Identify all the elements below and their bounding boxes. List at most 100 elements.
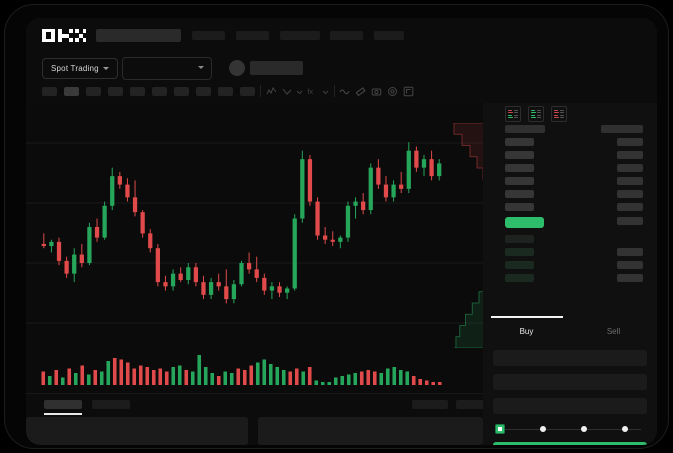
mode-selector[interactable]: Spot Trading <box>42 58 118 79</box>
chart-toolbar: fx <box>26 83 657 103</box>
trading-subheader: Spot Trading <box>26 51 657 113</box>
orderbook-header-right <box>601 125 643 133</box>
timeframe-1[interactable] <box>64 87 79 96</box>
last-price-skeleton <box>250 61 303 75</box>
footer-tab-0[interactable] <box>44 400 82 409</box>
wave-icon[interactable] <box>339 86 350 97</box>
ask-amount-4[interactable] <box>617 190 643 198</box>
ruler-icon[interactable] <box>355 86 366 97</box>
nav-item-3[interactable] <box>330 31 363 40</box>
chevron-down-icon <box>102 67 109 70</box>
okx-logo-icon[interactable] <box>42 29 86 42</box>
timeframe-4[interactable] <box>130 87 145 96</box>
ask-amount-0[interactable] <box>617 138 643 146</box>
tab-buy-label: Buy <box>519 326 534 336</box>
active-tab-underline <box>491 316 563 318</box>
toolbar-divider <box>260 85 261 97</box>
timeframe-3[interactable] <box>108 87 123 96</box>
chart-gridlines <box>26 142 483 324</box>
nav-item-2[interactable] <box>280 31 320 40</box>
timeframe-5[interactable] <box>152 87 167 96</box>
ask-price-5[interactable] <box>505 203 534 211</box>
chevron-down-icon[interactable] <box>320 86 331 97</box>
nav-item-0[interactable] <box>192 31 225 40</box>
both-icon[interactable] <box>505 106 521 122</box>
timeframe-8[interactable] <box>218 87 233 96</box>
chevron-down-icon <box>198 66 204 69</box>
bid-price-1[interactable] <box>505 248 534 256</box>
timeframe-7[interactable] <box>196 87 211 96</box>
ask-price-0[interactable] <box>505 138 534 146</box>
active-tab-underline <box>44 413 82 415</box>
settings-icon[interactable] <box>387 86 398 97</box>
svg-text:fx: fx <box>308 89 314 96</box>
timeframe-2[interactable] <box>86 87 101 96</box>
order-field-2[interactable] <box>493 398 647 414</box>
timeframe-9[interactable] <box>240 87 255 96</box>
footer-tab-1[interactable] <box>92 400 130 409</box>
pair-avatar <box>229 60 245 76</box>
ask-amount-3[interactable] <box>617 177 643 185</box>
mode-selector-label: Spot Trading <box>51 64 99 73</box>
indicator-icon[interactable]: fx <box>306 86 317 97</box>
order-field-0[interactable] <box>493 350 647 366</box>
toolbar-divider <box>334 85 335 97</box>
volume-histogram <box>41 355 442 385</box>
bid-price-2[interactable] <box>505 261 534 269</box>
bid-amount-2[interactable] <box>617 261 643 269</box>
bid-price-0[interactable] <box>505 235 534 243</box>
ask-price-1[interactable] <box>505 151 534 159</box>
buy-sell-tabs: Buy Sell <box>483 316 657 346</box>
last-price-amount <box>617 217 643 225</box>
chevron-down-icon[interactable] <box>294 86 305 97</box>
app-screen: Spot Trading <box>26 18 657 445</box>
app-header <box>26 18 657 51</box>
device-bezel: Spot Trading <box>4 4 669 449</box>
ask-price-2[interactable] <box>505 164 534 172</box>
order-field-1[interactable] <box>493 374 647 390</box>
orderbook-view-modes <box>505 106 567 122</box>
orderbook-sidebar: Buy Sell <box>483 103 657 445</box>
search-input[interactable] <box>96 29 181 42</box>
last-price-highlight <box>505 217 544 228</box>
bid-price-3[interactable] <box>505 274 534 282</box>
stepper-dot-2[interactable] <box>581 426 587 432</box>
tab-buy[interactable]: Buy <box>483 316 570 346</box>
trend-line-icon[interactable] <box>282 86 293 97</box>
stepper-dot-3[interactable] <box>622 426 628 432</box>
orderbook-rows[interactable] <box>483 125 657 315</box>
ask-amount-1[interactable] <box>617 151 643 159</box>
ask-price-4[interactable] <box>505 190 534 198</box>
asks-only-icon[interactable] <box>551 106 567 122</box>
nav-item-1[interactable] <box>236 31 269 40</box>
bottom-panel-1[interactable] <box>258 417 483 445</box>
ask-amount-5[interactable] <box>617 203 643 211</box>
symbol-selector[interactable] <box>122 57 212 80</box>
camera-icon[interactable] <box>371 86 382 97</box>
timeframe-0[interactable] <box>42 87 57 96</box>
tab-sell[interactable]: Sell <box>570 316 657 346</box>
stepper-handle[interactable] <box>495 424 505 434</box>
tab-sell-label: Sell <box>606 326 621 336</box>
chart-footer-tabs <box>26 393 492 418</box>
stepper-track <box>499 428 641 430</box>
footer-action-1[interactable] <box>456 400 492 409</box>
submit-order-button[interactable] <box>493 442 647 445</box>
stepper-dot-1[interactable] <box>540 426 546 432</box>
price-chart-panel[interactable] <box>26 103 502 393</box>
bid-amount-3[interactable] <box>617 274 643 282</box>
candlestick-series <box>41 142 442 304</box>
orderbook-header-left <box>505 125 545 133</box>
bid-amount-1[interactable] <box>617 248 643 256</box>
timeframe-6[interactable] <box>174 87 189 96</box>
ask-price-3[interactable] <box>505 177 534 185</box>
line-chart-icon[interactable] <box>266 86 277 97</box>
fullscreen-icon[interactable] <box>403 86 414 97</box>
bottom-panel-0[interactable] <box>26 417 248 445</box>
nav-item-4[interactable] <box>374 31 404 40</box>
footer-action-0[interactable] <box>412 400 448 409</box>
bids-only-icon[interactable] <box>528 106 544 122</box>
ask-amount-2[interactable] <box>617 164 643 172</box>
amount-percent-stepper[interactable] <box>495 424 645 434</box>
